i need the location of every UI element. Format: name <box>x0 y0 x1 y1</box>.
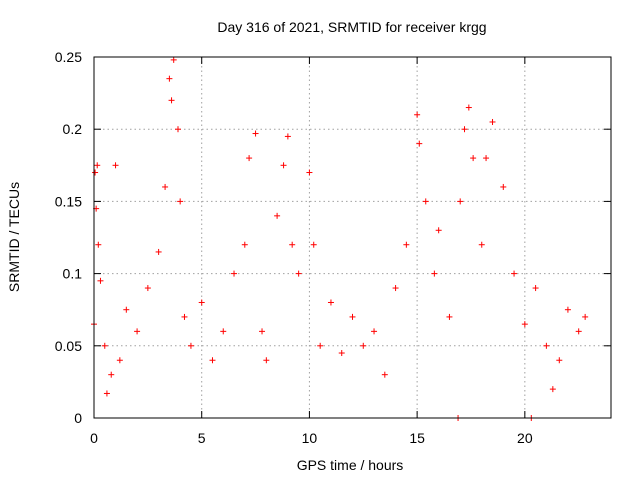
data-point <box>543 342 550 349</box>
data-point <box>582 313 589 320</box>
y-tick-label: 0.1 <box>63 266 83 282</box>
data-point <box>181 313 188 320</box>
data-point <box>575 328 582 335</box>
data-point <box>532 285 539 292</box>
x-tick-label: 10 <box>302 430 318 446</box>
data-point <box>123 306 130 313</box>
data-point <box>175 126 182 133</box>
data-point <box>414 111 421 118</box>
y-tick-label: 0.25 <box>55 49 82 65</box>
data-point <box>500 183 507 190</box>
data-point <box>103 390 110 397</box>
x-tick-label: 5 <box>198 430 206 446</box>
data-point <box>381 371 388 378</box>
data-point <box>108 371 115 378</box>
data-point <box>416 140 423 147</box>
data-point <box>478 241 485 248</box>
data-point <box>246 155 253 162</box>
data-point <box>446 313 453 320</box>
data-point <box>461 126 468 133</box>
data-point <box>94 162 101 169</box>
plot-frame <box>93 56 612 419</box>
x-tick-labels: 0 5 10 15 20 <box>90 430 533 446</box>
data-series-srmtid <box>91 56 589 421</box>
data-point <box>209 357 216 364</box>
data-point <box>231 270 238 277</box>
x-axis-label: GPS time / hours <box>297 457 404 473</box>
axis-ticks <box>93 56 611 419</box>
data-point <box>168 97 175 104</box>
data-point <box>435 227 442 234</box>
data-point <box>371 328 378 335</box>
data-point <box>116 357 123 364</box>
data-point <box>511 270 518 277</box>
data-point <box>457 198 464 205</box>
data-point <box>170 56 177 63</box>
data-point <box>101 342 108 349</box>
data-point <box>274 212 281 219</box>
chart-title: Day 316 of 2021, SRMTID for receiver krg… <box>217 19 486 35</box>
data-point <box>259 328 266 335</box>
y-tick-label: 0 <box>74 410 82 426</box>
data-point <box>431 270 438 277</box>
data-point <box>338 350 345 357</box>
data-point <box>284 133 291 140</box>
data-point <box>317 342 324 349</box>
data-point <box>263 357 270 364</box>
data-point <box>310 241 317 248</box>
data-point <box>95 241 102 248</box>
data-point <box>144 285 151 292</box>
data-point <box>564 306 571 313</box>
y-tick-label: 0.2 <box>63 121 83 137</box>
data-point <box>392 285 399 292</box>
data-point <box>162 183 169 190</box>
data-point <box>112 162 119 169</box>
data-point <box>97 277 104 284</box>
data-point <box>521 321 528 328</box>
data-point <box>556 357 563 364</box>
x-tick-label: 20 <box>517 430 533 446</box>
data-point <box>470 155 477 162</box>
data-point <box>134 328 141 335</box>
y-axis-label: SRMTID / TECUs <box>6 182 22 292</box>
data-point <box>403 241 410 248</box>
y-tick-label: 0.05 <box>55 338 82 354</box>
data-point <box>549 386 556 393</box>
data-point <box>327 299 334 306</box>
data-point <box>289 241 296 248</box>
data-point <box>483 155 490 162</box>
data-point <box>295 270 302 277</box>
data-point <box>360 342 367 349</box>
data-point <box>489 118 496 125</box>
data-point <box>252 130 259 137</box>
data-point <box>220 328 227 335</box>
data-point <box>306 169 313 176</box>
x-tick-label: 0 <box>90 430 98 446</box>
x-tick-label: 15 <box>409 430 425 446</box>
data-point <box>465 104 472 111</box>
data-point <box>280 162 287 169</box>
data-point <box>422 198 429 205</box>
data-point <box>349 313 356 320</box>
data-point <box>166 75 173 82</box>
y-tick-labels: 0 0.05 0.1 0.15 0.2 0.25 <box>55 49 82 426</box>
data-point <box>155 248 162 255</box>
y-tick-label: 0.15 <box>55 193 82 209</box>
data-point <box>198 299 205 306</box>
data-point <box>187 342 194 349</box>
data-point <box>241 241 248 248</box>
data-point <box>177 198 184 205</box>
data-point <box>92 169 99 176</box>
